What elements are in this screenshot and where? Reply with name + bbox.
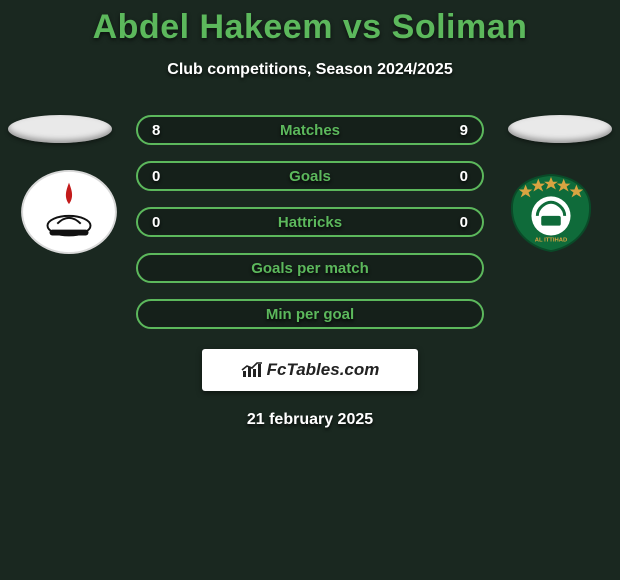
stat-right-value: 0 — [450, 214, 468, 231]
stat-label: Min per goal — [152, 306, 468, 323]
stat-row-hattricks: 0 Hattricks 0 — [136, 207, 484, 237]
stat-left-value: 0 — [152, 168, 170, 185]
left-team-badge — [20, 169, 118, 255]
brand-badge: FcTables.com — [202, 349, 418, 391]
chart-icon — [241, 361, 263, 379]
stat-row-matches: 8 Matches 9 — [136, 115, 484, 145]
comparison-area: AL ITTIHAD 8 Matches 9 0 Goals 0 0 Hattr… — [0, 115, 620, 429]
svg-text:AL ITTIHAD: AL ITTIHAD — [535, 237, 567, 243]
left-ellipse-shadow — [8, 115, 112, 143]
page-title: Abdel Hakeem vs Soliman — [0, 0, 620, 47]
stat-left-value: 8 — [152, 122, 170, 139]
stat-label: Goals per match — [152, 260, 468, 277]
stat-right-value: 0 — [450, 168, 468, 185]
stat-label: Matches — [280, 122, 340, 139]
stat-label: Goals — [289, 168, 331, 185]
right-team-badge: AL ITTIHAD — [502, 169, 600, 255]
stat-row-goals: 0 Goals 0 — [136, 161, 484, 191]
stat-label: Hattricks — [278, 214, 342, 231]
stat-rows: 8 Matches 9 0 Goals 0 0 Hattricks 0 Goal… — [136, 115, 484, 329]
stat-right-value: 9 — [450, 122, 468, 139]
stat-row-goals-per-match: Goals per match — [136, 253, 484, 283]
stat-row-min-per-goal: Min per goal — [136, 299, 484, 329]
page-subtitle: Club competitions, Season 2024/2025 — [0, 61, 620, 79]
stat-left-value: 0 — [152, 214, 170, 231]
right-ellipse-shadow — [508, 115, 612, 143]
brand-text: FcTables.com — [267, 360, 380, 380]
date-text: 21 february 2025 — [0, 411, 620, 429]
